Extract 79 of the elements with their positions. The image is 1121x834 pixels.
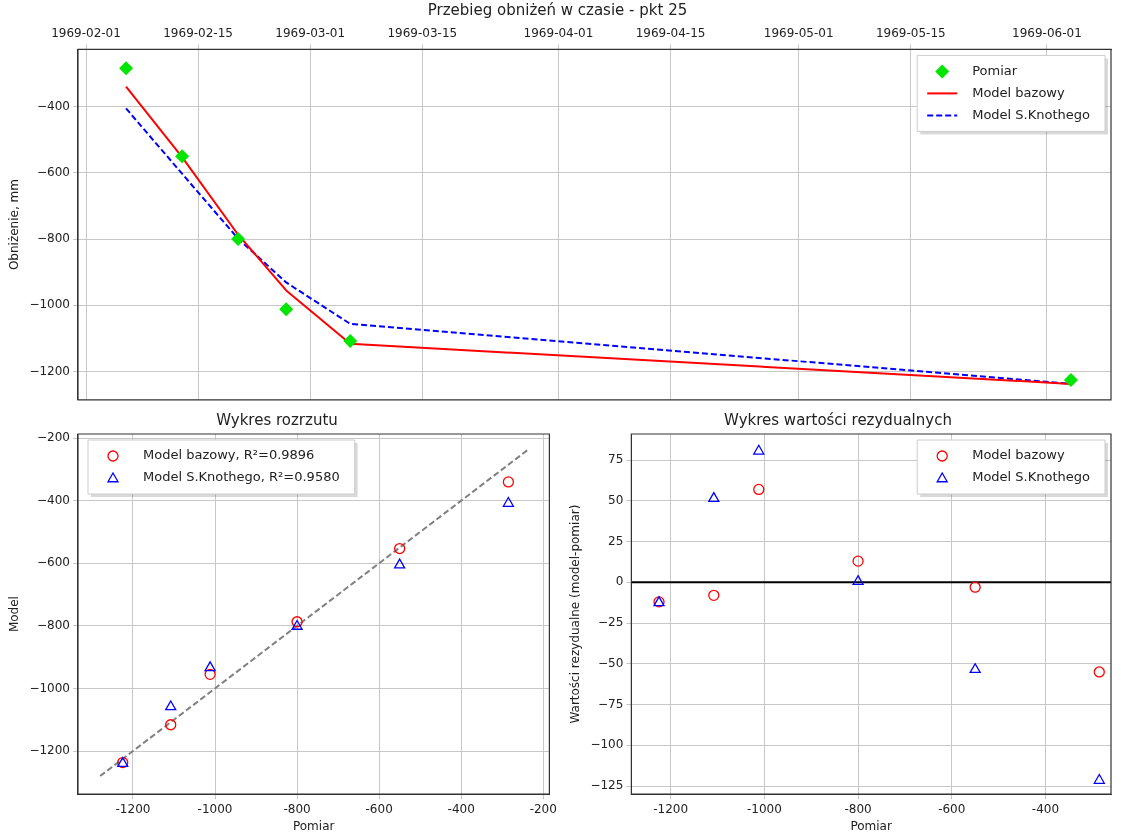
point (1063, 372, 1078, 387)
y-tick-label: −1000 (29, 297, 70, 312)
point (969, 581, 981, 593)
point (708, 589, 720, 602)
x-axis-title: Pomiar (850, 818, 892, 833)
x-tick-label: 1969-04-15 (635, 26, 706, 41)
y-tick-label: 75 (608, 452, 624, 467)
y-axis-title: Model (7, 596, 22, 633)
point (204, 661, 216, 672)
point (119, 61, 134, 76)
y-tick-label: −600 (37, 164, 70, 179)
y-axis-title: Obniżenie, mm (7, 179, 22, 271)
chart-title: Wykres rozrzutu (216, 410, 338, 429)
y-tick-label: 25 (608, 533, 624, 548)
x-tick-label: -1000 (197, 801, 233, 816)
point (1093, 666, 1105, 678)
x-tick-label: 1969-06-01 (1012, 26, 1082, 41)
y-axis-title: Wartości rezydualne (model-pomiar) (568, 504, 583, 724)
point (502, 496, 515, 507)
point (343, 334, 358, 349)
point (279, 302, 294, 317)
x-tick-label: -1000 (746, 801, 782, 816)
x-tick-label: -200 (529, 801, 557, 816)
y-tick-label: −1200 (29, 743, 70, 758)
y-tick-label: −100 (590, 737, 624, 752)
y-tick-label: −800 (37, 617, 70, 632)
x-tick-label: 1969-03-15 (387, 26, 458, 41)
y-tick-label: −800 (37, 231, 70, 246)
chart-title: Przebieg obniżeń w czasie - pkt 25 (427, 0, 688, 19)
point (165, 700, 177, 711)
y-tick-label: −400 (37, 98, 70, 113)
point (394, 558, 406, 569)
x-tick-label: -1200 (115, 801, 151, 816)
x-tick-label: -800 (283, 801, 311, 816)
x-tick-label: 1969-03-01 (275, 26, 346, 41)
legend-label: Model bazowy (972, 84, 1065, 100)
y-tick-label: −75 (598, 696, 624, 711)
point (753, 483, 765, 496)
y-tick-label: 50 (608, 492, 624, 507)
y-tick-label: −125 (590, 778, 624, 793)
x-tick-label: -600 (938, 801, 966, 816)
x-tick-label: -600 (365, 801, 393, 816)
x-axis-title: Pomiar (292, 818, 335, 833)
legend-label: Model bazowy (972, 447, 1065, 463)
point (969, 663, 981, 674)
x-tick-label: -800 (844, 801, 872, 816)
legend-label: Pomiar (972, 62, 1018, 78)
point (753, 444, 765, 455)
y-tick-label: −600 (37, 555, 70, 570)
point (175, 149, 190, 164)
x-tick-label: 1969-05-01 (763, 26, 834, 41)
point (394, 542, 406, 555)
y-tick-label: −25 (598, 615, 624, 630)
point (708, 491, 720, 502)
point (1093, 773, 1105, 784)
x-tick-label: -400 (447, 801, 475, 816)
y-tick-label: −50 (598, 655, 624, 670)
x-tick-label: 1969-02-15 (163, 26, 233, 41)
legend-label: Model bazowy, R²=0.9896 (142, 447, 315, 463)
legend-label: Model S.Knothego (972, 469, 1091, 485)
point (204, 668, 216, 680)
y-tick-label: −400 (37, 492, 70, 507)
y-tick-label: 0 (615, 574, 624, 589)
x-tick-label: 1969-02-01 (51, 26, 121, 41)
chart-title: Wykres wartości rezydualnych (724, 410, 952, 429)
x-tick-label: -1200 (653, 801, 689, 816)
point (852, 575, 864, 586)
point (231, 232, 246, 247)
legend-label: Model S.Knothego (972, 106, 1091, 122)
y-tick-label: −1000 (29, 680, 70, 695)
legend-label: Model S.Knothego, R²=0.9580 (142, 469, 340, 485)
point (852, 555, 864, 567)
y-tick-label: −200 (37, 430, 70, 445)
y-tick-label: −1200 (29, 363, 70, 378)
x-tick-label: 1969-05-15 (875, 26, 946, 41)
x-tick-label: 1969-04-01 (523, 26, 594, 41)
x-tick-label: -400 (1031, 801, 1060, 816)
point (502, 476, 515, 488)
point (165, 719, 177, 731)
